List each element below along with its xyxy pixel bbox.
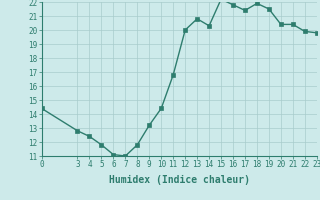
X-axis label: Humidex (Indice chaleur): Humidex (Indice chaleur) bbox=[109, 175, 250, 185]
